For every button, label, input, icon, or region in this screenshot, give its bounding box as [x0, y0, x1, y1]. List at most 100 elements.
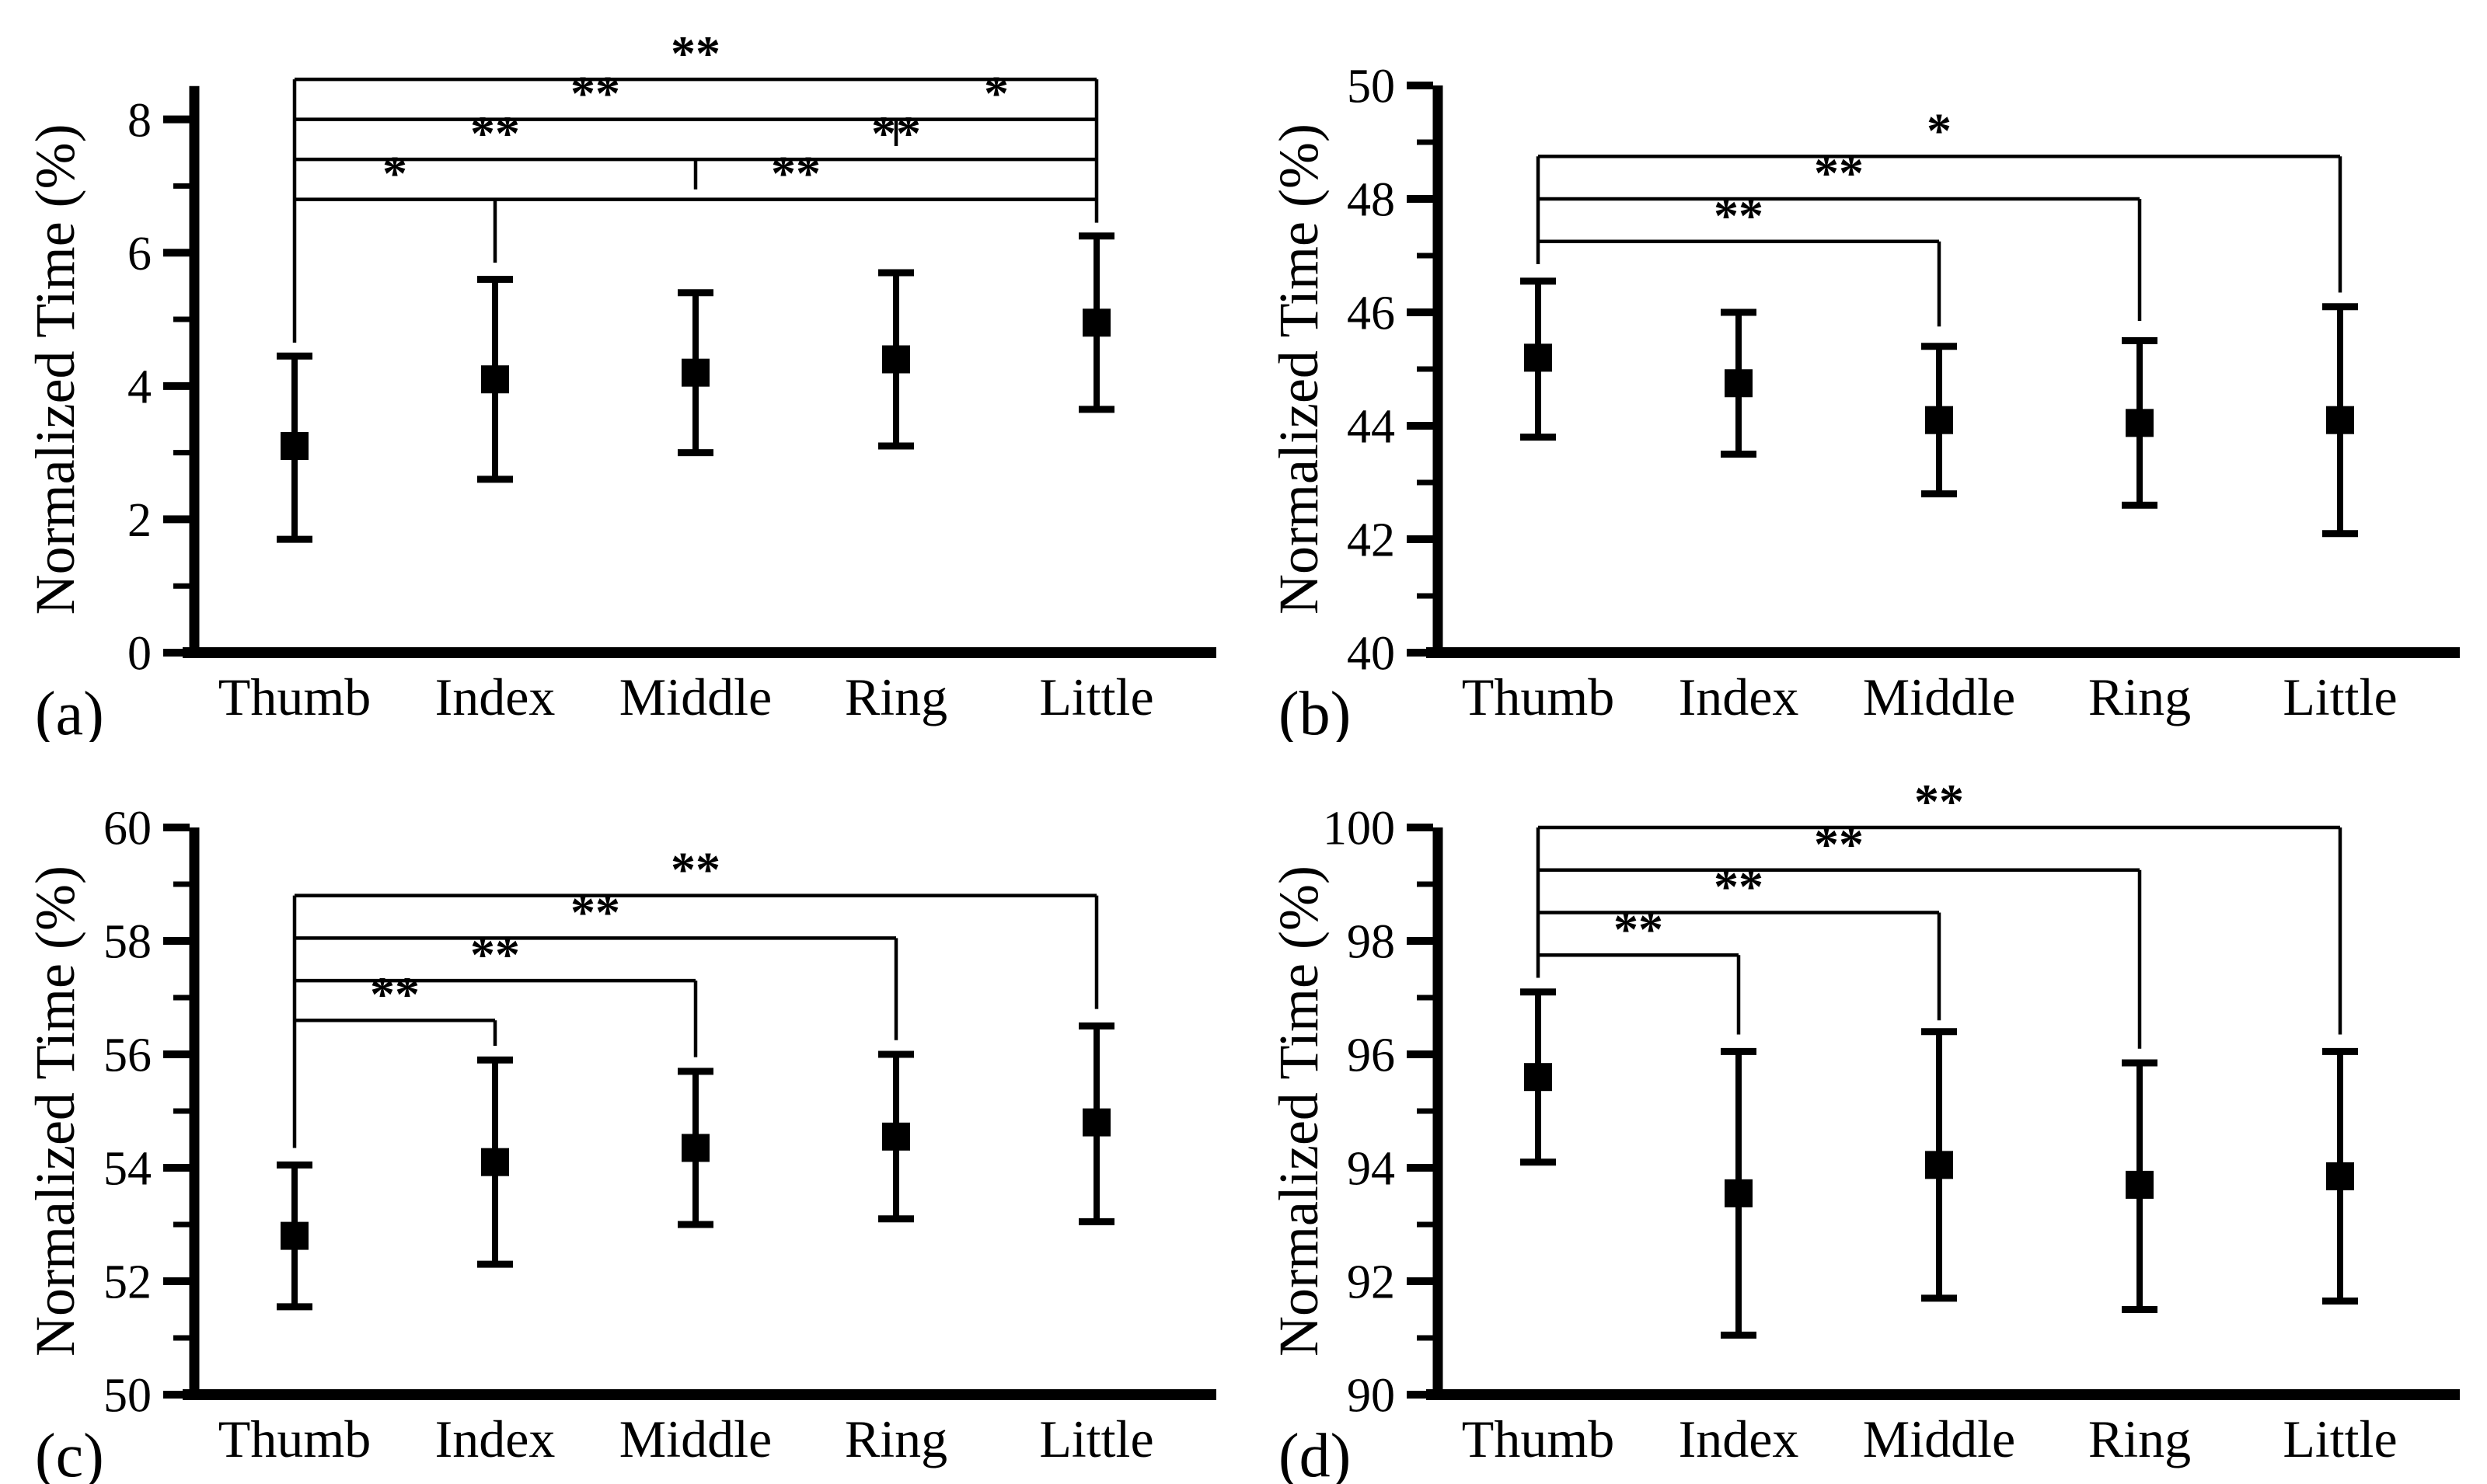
- y-tick-label: 56: [103, 1029, 152, 1082]
- panel-d-chart: 90 92 94 96 98 100 ** ** ** ** Thumb Index Middle Rin…: [1244, 742, 2487, 1484]
- y-tick-label: 98: [1347, 916, 1395, 969]
- y-tick-label: 96: [1347, 1029, 1395, 1082]
- data-point-marker: [1725, 1179, 1753, 1207]
- data-point-marker: [2126, 1170, 2154, 1199]
- sig-label: *: [984, 66, 1009, 121]
- y-tick-label: 46: [1347, 287, 1395, 340]
- category-label: Middle: [619, 667, 772, 726]
- sig-label: **: [570, 66, 620, 121]
- category-label: Little: [2283, 1409, 2397, 1468]
- y-tick-label: 94: [1347, 1143, 1395, 1196]
- y-tick-label: 6: [127, 228, 152, 280]
- y-tick-label: 8: [127, 94, 152, 147]
- panel-b: 40 42 44 46 48 50 ** ** * Thumb Index Middle Ring Lit…: [1244, 0, 2487, 742]
- sig-label: **: [1814, 145, 1864, 200]
- sig-label: *: [382, 146, 407, 201]
- y-tick-label: 2: [127, 494, 152, 547]
- panel-a: 0 2 4 6 8 ** ** * ** ** * ** Thumb Index Middle Ring Lit…: [0, 0, 1244, 742]
- sig-label: **: [470, 927, 520, 982]
- panel-d: 90 92 94 96 98 100 ** ** ** ** Thumb Index Middle Rin…: [1244, 742, 2487, 1484]
- sig-label: **: [671, 26, 720, 81]
- category-label: Thumb: [218, 1409, 371, 1468]
- data-point-marker: [281, 432, 309, 461]
- y-axis-label: Normalized Time (%): [24, 866, 86, 1357]
- data-point-marker: [2126, 409, 2154, 437]
- y-tick-label: 54: [103, 1143, 152, 1196]
- data-point-marker: [1725, 369, 1753, 398]
- data-point-marker: [481, 365, 509, 394]
- data-point-marker: [481, 1148, 509, 1176]
- category-label: Middle: [1863, 1409, 2015, 1468]
- data-point-marker: [2326, 406, 2354, 434]
- y-tick-label: 90: [1347, 1370, 1395, 1423]
- data-point-marker: [1925, 1151, 1953, 1179]
- category-label: Index: [435, 667, 556, 726]
- plot-background: [1244, 742, 2487, 1484]
- plot-background: [0, 0, 1244, 742]
- y-tick-label: 60: [103, 803, 152, 855]
- category-label: Little: [1039, 1409, 1153, 1468]
- category-label: Ring: [845, 1409, 947, 1468]
- y-axis-label: Normalized Time (%): [1268, 866, 1330, 1357]
- data-point-marker: [682, 358, 710, 387]
- category-label: Ring: [2088, 1409, 2191, 1468]
- sig-label: **: [671, 842, 720, 897]
- data-point-marker: [1083, 1108, 1111, 1137]
- sig-label: **: [1714, 859, 1763, 914]
- y-tick-label: 40: [1347, 628, 1395, 681]
- sig-label: **: [1613, 901, 1663, 956]
- data-point-marker: [882, 1122, 910, 1151]
- category-label: Index: [1679, 1409, 1799, 1468]
- category-label: Thumb: [218, 667, 371, 726]
- y-tick-label: 52: [103, 1256, 152, 1309]
- category-label: Index: [1679, 667, 1799, 726]
- sig-label: **: [1814, 817, 1864, 872]
- category-label: Little: [1039, 667, 1153, 726]
- plot-background: [1244, 0, 2487, 742]
- y-tick-label: 92: [1347, 1256, 1395, 1309]
- y-tick-label: 50: [103, 1370, 152, 1423]
- panel-letter: (a): [35, 680, 104, 742]
- sig-label: **: [771, 146, 821, 201]
- y-axis-label: Normalized Time (%): [24, 124, 86, 615]
- y-tick-label: 4: [127, 361, 152, 414]
- category-label: Middle: [1863, 667, 2015, 726]
- sig-label: **: [370, 967, 420, 1022]
- panel-letter: (b): [1278, 680, 1351, 742]
- y-tick-label: 42: [1347, 514, 1395, 567]
- data-point-marker: [1524, 343, 1552, 372]
- category-label: Thumb: [1462, 1409, 1614, 1468]
- category-label: Ring: [845, 667, 947, 726]
- plot-background: [0, 742, 1244, 1484]
- category-label: Middle: [619, 1409, 772, 1468]
- panel-c-chart: 50 52 54 56 58 60 ** ** ** ** Thumb Index Middle Ring…: [0, 742, 1244, 1484]
- y-tick-label: 58: [103, 916, 152, 969]
- data-point-marker: [2326, 1162, 2354, 1190]
- category-label: Ring: [2088, 667, 2191, 726]
- data-point-marker: [682, 1134, 710, 1162]
- sig-label: **: [1914, 774, 1964, 829]
- y-tick-label: 48: [1347, 174, 1395, 227]
- sig-label: *: [1927, 103, 1952, 158]
- sig-label: **: [470, 106, 520, 161]
- y-tick-label: 44: [1347, 401, 1395, 454]
- data-point-marker: [281, 1221, 309, 1250]
- sig-label: **: [1714, 188, 1763, 243]
- sig-label: **: [570, 884, 620, 939]
- data-point-marker: [1524, 1063, 1552, 1092]
- y-tick-label: 0: [127, 628, 152, 681]
- panel-letter: (c): [35, 1422, 104, 1484]
- category-label: Thumb: [1462, 667, 1614, 726]
- y-tick-label: 100: [1323, 803, 1395, 855]
- y-axis-label: Normalized Time (%): [1268, 124, 1330, 615]
- category-label: Little: [2283, 667, 2397, 726]
- panel-letter: (d): [1278, 1422, 1351, 1484]
- data-point-marker: [1925, 406, 1953, 434]
- sig-label: **: [871, 106, 921, 161]
- y-tick-label: 50: [1347, 61, 1395, 113]
- panel-c: 50 52 54 56 58 60 ** ** ** ** Thumb Index Middle Ring…: [0, 742, 1244, 1484]
- data-point-marker: [882, 345, 910, 374]
